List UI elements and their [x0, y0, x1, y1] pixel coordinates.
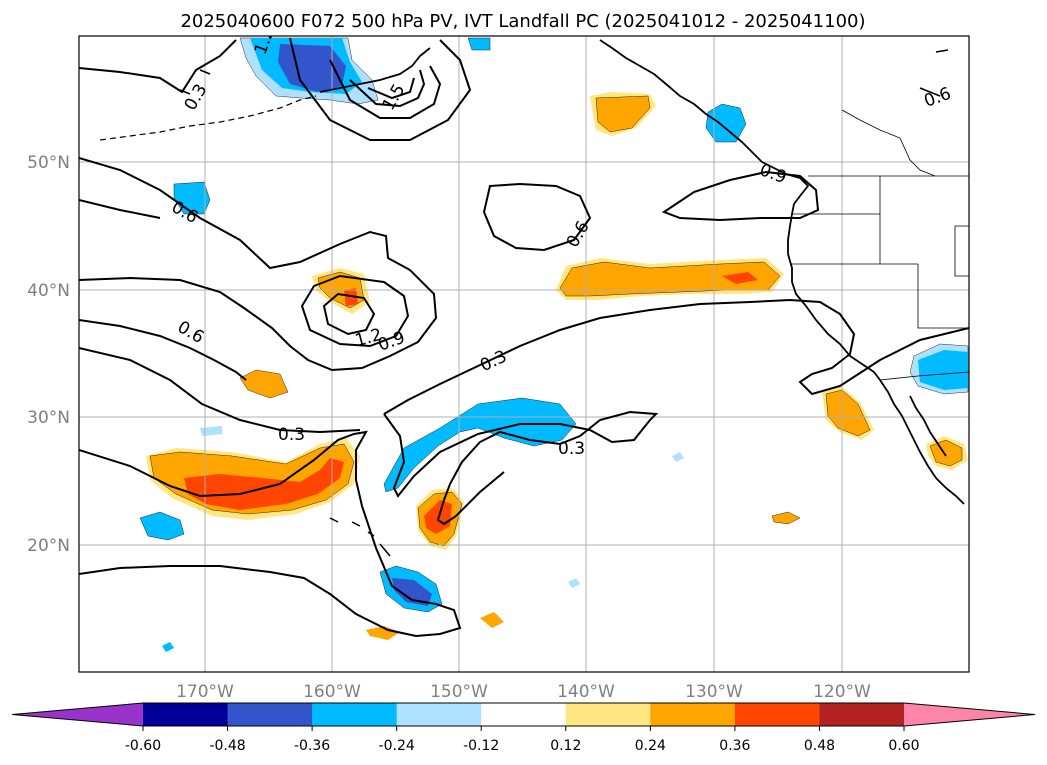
hawaii-islands	[329, 517, 391, 557]
alaska-panhandle-coastline	[599, 39, 763, 163]
colorbar-segment	[819, 703, 905, 726]
contour-09-alaska	[329, 59, 442, 119]
ca-nv-border	[917, 264, 969, 329]
contour-06-alaska-outer	[289, 37, 472, 141]
figure-title: 2025040600 F072 500 hPa PV, IVT Landfall…	[180, 11, 865, 32]
lon-tick-label: 130°W	[685, 682, 743, 702]
lat-tick-label: 20°N	[27, 536, 70, 556]
aleutian-coastline	[99, 95, 317, 141]
colorbar-tick-label: 0.12	[550, 738, 581, 754]
contour-03-subtropical	[383, 410, 659, 526]
colorbar-segment	[734, 703, 820, 726]
lat-tick-label: 50°N	[27, 153, 70, 173]
contour-12-alaska	[349, 69, 426, 108]
contour-06-west-3	[79, 319, 247, 381]
contour-03-central-east	[383, 298, 969, 415]
coastlines	[99, 39, 965, 557]
lat-tick-label: 30°N	[27, 408, 70, 428]
graticule	[79, 36, 969, 672]
positive-anomaly-socal-inner	[825, 389, 871, 437]
negative-anomaly-hawaii-core	[392, 578, 432, 606]
colorbar-segment	[143, 703, 229, 726]
positive-anomaly-west-33n	[239, 369, 289, 399]
lon-tick-label: 120°W	[813, 682, 871, 702]
colorbar-tick-label: -0.24	[379, 738, 415, 754]
positive-anomaly-small-south-2	[480, 612, 504, 628]
contour-06-west-1	[79, 157, 438, 372]
pv-contours	[79, 37, 969, 638]
negative-anomaly-tiny-4	[162, 642, 174, 652]
positive-anomaly-central-pacific-band-inner	[559, 261, 781, 297]
contour-03-southwest	[79, 430, 462, 638]
political-borders	[790, 109, 969, 381]
colorbar-tick-label: -0.36	[294, 738, 330, 754]
lon-tick-label: 150°W	[430, 682, 488, 702]
contour-06-west-2	[79, 199, 161, 219]
contour-09-west	[300, 274, 410, 348]
us-west-coastline	[787, 225, 881, 381]
state-line-east	[954, 225, 969, 277]
positive-anomaly-small-south-1	[366, 626, 400, 640]
colorbar-extend-high	[904, 703, 1035, 726]
negative-anomaly-west-small	[139, 511, 185, 541]
colorbar-segment	[312, 703, 398, 726]
colorbar-segment	[481, 703, 567, 726]
colorbar-segment	[396, 703, 482, 726]
negative-anomaly-alaska-small	[467, 37, 491, 51]
colorbar-segment	[565, 703, 651, 726]
negative-anomaly-tiny-2	[672, 452, 684, 462]
colorbar-segment	[650, 703, 736, 726]
colorbar-segment	[227, 703, 313, 726]
lat-tick-label: 40°N	[27, 281, 70, 301]
positive-anomaly-central-pacific-core	[722, 272, 758, 284]
lon-tick-label: 170°W	[176, 682, 234, 702]
negative-anomaly-bc-coast	[705, 103, 747, 143]
positive-anomaly-subtropical-west-core	[184, 458, 344, 510]
longitude-tick-labels: 170°W 160°W 150°W 140°W 130°W 120°W	[176, 682, 871, 702]
bering-sea-islands	[179, 49, 949, 97]
lon-tick-label: 140°W	[557, 682, 615, 702]
contour-03-north	[79, 39, 237, 94]
lon-tick-label: 160°W	[303, 682, 361, 702]
colorbar-tick-label: -0.12	[463, 738, 499, 754]
contour-15-alaska	[367, 77, 415, 100]
map-panel: 0.3 0.6 1.2 1.5 0.9 0.6 0.6 1.2 0.9 0.3 …	[78, 35, 970, 673]
contour-label-11: 0.3	[558, 439, 585, 459]
map-frame	[78, 35, 970, 673]
latitude-tick-labels: 50°N 40°N 30°N 20°N	[27, 153, 70, 556]
positive-anomaly-small-east	[771, 511, 801, 525]
colorbar-tick-label: 0.36	[719, 738, 750, 754]
colorbar-extend-low	[12, 703, 143, 726]
colorbar: -0.60 -0.48 -0.36 -0.24 -0.12 0.12 0.24 0.36 0.4…	[11, 702, 1036, 754]
colorbar-tick-label: -0.60	[125, 738, 161, 754]
positive-anomaly-mexico-inner	[929, 439, 963, 467]
contour-06-central	[482, 182, 592, 252]
colorbar-tick-label: 0.48	[804, 738, 835, 754]
negative-anomaly-baja-inner	[918, 350, 968, 390]
contour-label-10: 0.3	[278, 425, 305, 445]
alaska-canada-border	[841, 109, 936, 177]
contour-06-east	[661, 170, 820, 222]
colorbar-tick-label: 0.24	[635, 738, 666, 754]
positive-anomaly-gulf-alaska-inner	[595, 95, 651, 133]
mainland-mexico-coastline	[909, 395, 947, 457]
us-mexico-border	[879, 371, 969, 381]
negative-anomaly-tiny-3	[568, 578, 580, 588]
colorbar-tick-label: -0.48	[209, 738, 245, 754]
bc-coastline	[761, 161, 810, 227]
contour-12-west	[322, 292, 376, 336]
baja-coastline	[879, 379, 965, 505]
negative-anomaly-subtropical-band	[383, 397, 577, 493]
map-background	[79, 36, 969, 672]
colorbar-tick-label: 0.60	[888, 738, 919, 754]
contour-03-west	[79, 347, 361, 434]
